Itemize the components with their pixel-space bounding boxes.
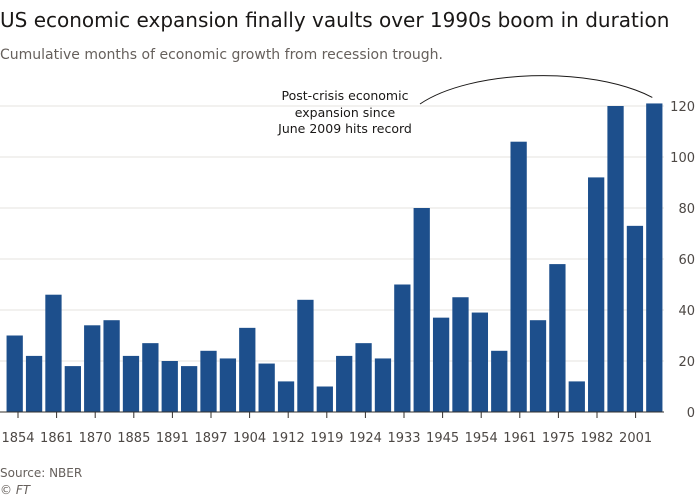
bar — [161, 361, 178, 412]
x-tick-label: 2001 — [619, 431, 652, 446]
y-tick-label: 60 — [678, 253, 695, 268]
bar — [626, 225, 644, 412]
chart-title: US economic expansion finally vaults ove… — [0, 8, 670, 32]
bar — [568, 381, 585, 412]
x-tick-label: 1912 — [272, 431, 305, 446]
bar — [413, 208, 430, 412]
bar — [355, 343, 372, 412]
y-tick-label: 20 — [678, 355, 695, 370]
x-tick-label: 1961 — [503, 431, 536, 446]
x-tick-label: 1924 — [349, 431, 382, 446]
x-tick-label: 1885 — [117, 431, 150, 446]
x-tick-label: 1897 — [194, 431, 227, 446]
bar — [25, 355, 43, 412]
bar — [529, 320, 547, 412]
x-tick-label: 1919 — [310, 431, 343, 446]
bars — [6, 103, 663, 412]
bar — [6, 335, 23, 412]
bar — [84, 325, 101, 412]
x-tick-label: 1891 — [156, 431, 189, 446]
y-tick-label: 120 — [670, 100, 695, 115]
bar — [122, 355, 140, 412]
bar — [394, 284, 411, 412]
credit-note: © FT — [0, 483, 31, 497]
bar — [510, 141, 527, 412]
bar — [646, 103, 663, 412]
annotation: Post-crisis economic expansion sinceJune … — [277, 75, 653, 136]
source-note: Source: NBER — [0, 466, 83, 480]
x-tick-label: 1870 — [79, 431, 112, 446]
y-tick-label: 40 — [678, 304, 695, 319]
bar — [103, 320, 120, 412]
annotation-connector — [419, 75, 653, 105]
x-tick-label: 1933 — [387, 431, 420, 446]
bar — [452, 297, 469, 412]
bar — [297, 299, 314, 412]
bar — [316, 386, 333, 412]
bar — [374, 358, 392, 412]
x-tick-label: 1975 — [542, 431, 575, 446]
x-tick-label: 1904 — [233, 431, 266, 446]
bar — [200, 350, 217, 412]
bar — [549, 264, 566, 412]
bar — [45, 294, 62, 412]
y-tick-label: 0 — [687, 406, 695, 421]
annotation-text: expansion since — [295, 105, 396, 120]
bar — [588, 177, 605, 412]
x-tick-label: 1861 — [40, 431, 73, 446]
bar — [471, 312, 489, 412]
chart-subtitle: Cumulative months of economic growth fro… — [0, 47, 443, 63]
y-tick-label: 100 — [670, 151, 695, 166]
annotation-text: June 2009 hits record — [277, 121, 412, 136]
bar — [239, 327, 256, 412]
y-tick-label: 80 — [678, 202, 695, 217]
x-tick-label: 1854 — [1, 431, 34, 446]
bar — [142, 343, 159, 412]
bar — [607, 106, 624, 412]
bar — [336, 355, 353, 412]
bar — [64, 366, 81, 412]
x-tick-label: 1954 — [465, 431, 498, 446]
axes: 0 20 40 60 80 100 120 1854 1861 1870 1885 1891 1897 1… — [0, 100, 695, 446]
bar — [432, 317, 450, 412]
x-tick-label: 1945 — [426, 431, 459, 446]
x-tick-label: 1982 — [580, 431, 613, 446]
bar — [491, 350, 508, 412]
bar — [219, 358, 237, 412]
bar — [258, 363, 275, 412]
bar — [277, 381, 295, 412]
bar — [180, 366, 198, 412]
annotation-text: Post-crisis economic — [282, 88, 409, 103]
